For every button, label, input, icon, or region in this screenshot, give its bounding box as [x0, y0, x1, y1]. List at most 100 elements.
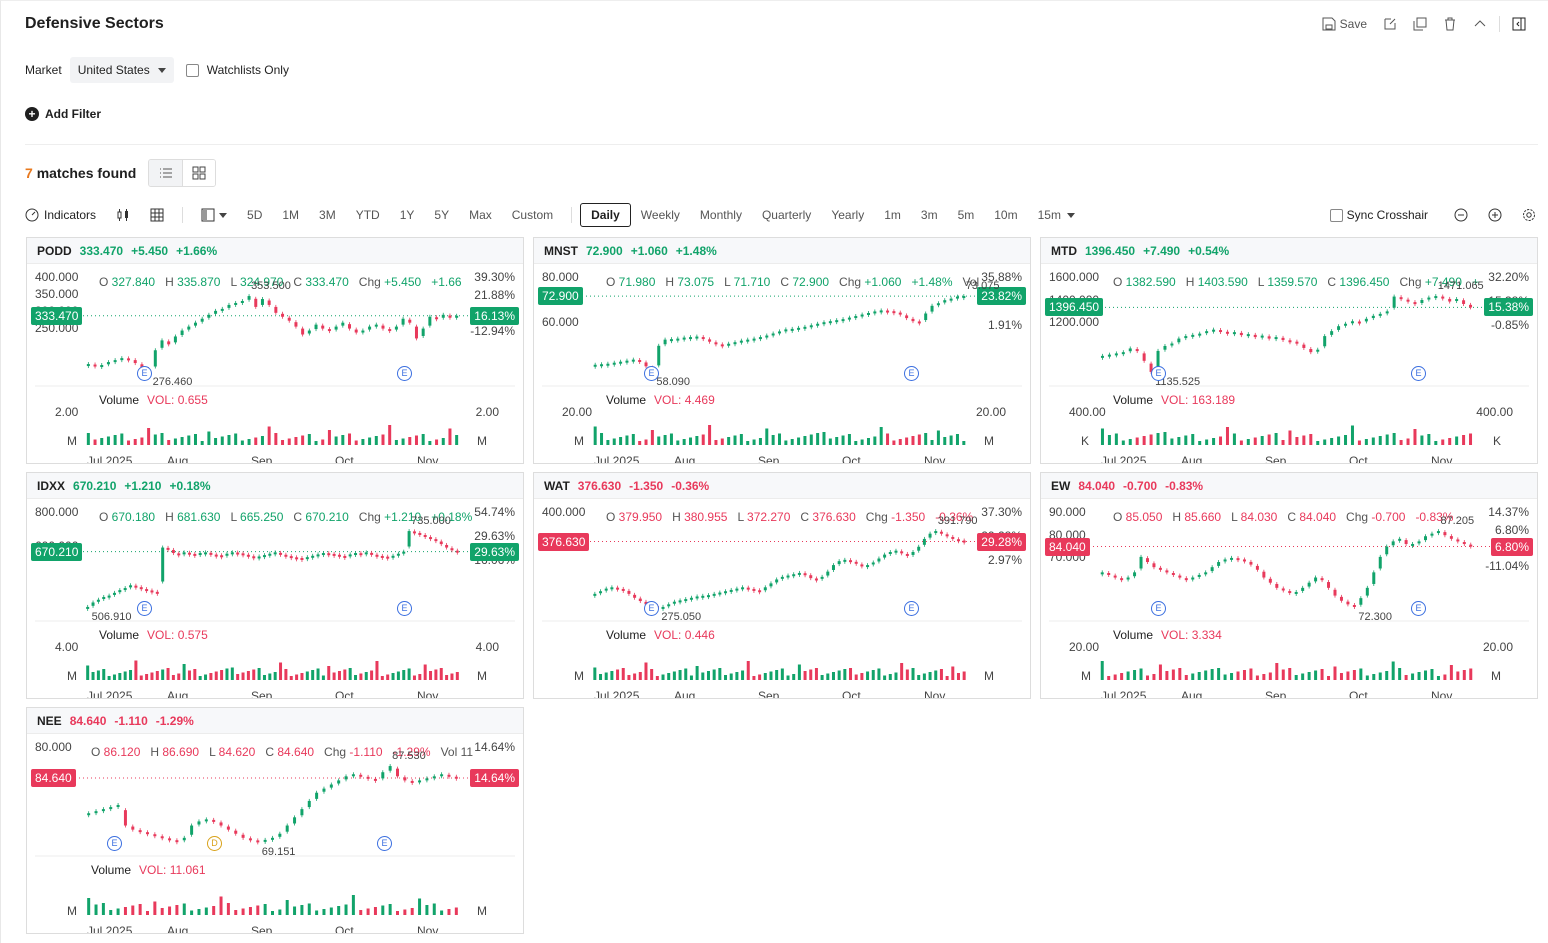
list-view-button[interactable]: [149, 160, 182, 186]
candle: [1441, 296, 1445, 299]
chart-panel-mnst[interactable]: MNST 72.900 +1.060 +1.48% O 71.980 H 73.075 L …: [533, 237, 1031, 464]
earnings-event-icon[interactable]: E: [644, 366, 659, 381]
volume-bar: [314, 441, 318, 445]
candle: [1142, 353, 1146, 361]
candle: [1443, 532, 1447, 536]
earnings-event-icon[interactable]: E: [1411, 601, 1426, 616]
candle: [936, 303, 940, 306]
interval-5m[interactable]: 5m: [957, 208, 975, 222]
ohlc-c: C 72.900: [780, 275, 830, 289]
interval-15m[interactable]: 15m: [1028, 203, 1085, 227]
volume-bar: [435, 439, 439, 445]
earnings-event-icon[interactable]: E: [1151, 601, 1166, 616]
earnings-event-icon[interactable]: E: [397, 366, 412, 381]
save-button[interactable]: Save: [1314, 13, 1375, 35]
last-price: 333.470: [79, 243, 124, 258]
volume-bar: [860, 439, 864, 445]
candlestick-chart[interactable]: [27, 734, 523, 934]
ticker-symbol[interactable]: IDXX: [37, 478, 66, 493]
ohlc-c: C 84.640: [265, 745, 315, 759]
range-5y[interactable]: 5Y: [434, 208, 450, 222]
candle: [294, 322, 298, 327]
candlestick-chart[interactable]: [27, 264, 523, 464]
interval-monthly[interactable]: Monthly: [699, 208, 742, 222]
candle: [278, 833, 282, 837]
volume-bar: [455, 435, 459, 445]
earnings-event-icon[interactable]: E: [137, 601, 152, 616]
ticker-symbol[interactable]: WAT: [544, 478, 570, 493]
candlestick-chart[interactable]: [534, 499, 1030, 699]
ticker-symbol[interactable]: MNST: [544, 243, 578, 258]
range-ytd[interactable]: YTD: [355, 208, 380, 222]
layout-select[interactable]: [191, 203, 237, 227]
candle: [837, 561, 841, 565]
candle: [949, 298, 953, 301]
volume-bar: [911, 668, 915, 680]
candlestick-chart[interactable]: [1041, 499, 1537, 699]
range-5d[interactable]: 5D: [247, 208, 263, 222]
interval-3m[interactable]: 3m: [920, 208, 938, 222]
month-label: Jul 2025: [594, 689, 640, 699]
interval-weekly[interactable]: Weekly: [640, 208, 680, 222]
range-custom[interactable]: Custom: [511, 208, 554, 222]
candlestick-chart[interactable]: [534, 264, 1030, 464]
chart-panel-wat[interactable]: WAT 376.630 -1.350 -0.36% O 379.950 H 380.955…: [533, 472, 1031, 699]
pct-axis-label: -0.85%: [1490, 318, 1529, 332]
earnings-event-icon[interactable]: E: [1151, 366, 1166, 381]
interval-quarterly[interactable]: Quarterly: [761, 208, 812, 222]
interval-daily[interactable]: Daily: [580, 203, 631, 227]
grid-view-button[interactable]: [182, 160, 215, 186]
volume-bar: [883, 675, 887, 680]
candle: [263, 839, 267, 842]
range-1y[interactable]: 1Y: [399, 208, 415, 222]
volume-bar: [784, 440, 788, 445]
interval-yearly[interactable]: Yearly: [831, 208, 865, 222]
earnings-event-icon[interactable]: E: [904, 601, 919, 616]
collapse-button[interactable]: [1465, 13, 1495, 35]
candlestick-chart[interactable]: [27, 499, 523, 699]
ticker-symbol[interactable]: PODD: [37, 243, 72, 258]
settings-button[interactable]: [1514, 203, 1538, 227]
table-button[interactable]: [140, 203, 174, 227]
interval-10m[interactable]: 10m: [994, 208, 1018, 222]
range-1m[interactable]: 1M: [282, 208, 300, 222]
watchlists-checkbox[interactable]: [185, 63, 199, 77]
chart-panel-nee[interactable]: NEE 84.640 -1.110 -1.29% O 86.120 H 86.690 L 8…: [26, 707, 524, 934]
candlestick-chart[interactable]: [1041, 264, 1537, 464]
dividend-event-icon[interactable]: D: [207, 836, 222, 851]
chart-panel-mtd[interactable]: MTD 1396.450 +7.490 +0.54% O 1382.590 H 1403.…: [1040, 237, 1538, 464]
volume-bar: [193, 434, 197, 445]
indicators-button[interactable]: Indicators: [25, 203, 106, 227]
ticker-symbol[interactable]: EW: [1051, 478, 1071, 493]
earnings-event-icon[interactable]: E: [137, 366, 152, 381]
earnings-event-icon[interactable]: E: [904, 366, 919, 381]
range-3m[interactable]: 3M: [319, 208, 336, 222]
volume-bar: [187, 435, 191, 445]
earnings-event-icon[interactable]: E: [397, 601, 412, 616]
range-max[interactable]: Max: [469, 208, 492, 222]
candle-type-button[interactable]: [106, 203, 140, 227]
chart-panel-idxx[interactable]: IDXX 670.210 +1.210 +0.18% O 670.180 H 681.63…: [26, 472, 524, 699]
earnings-event-icon[interactable]: E: [107, 836, 122, 851]
interval-1m[interactable]: 1m: [884, 208, 901, 222]
ticker-symbol[interactable]: MTD: [1051, 243, 1077, 258]
market-select[interactable]: United States: [69, 57, 174, 83]
candle: [315, 792, 319, 799]
earnings-event-icon[interactable]: E: [377, 836, 392, 851]
ticker-symbol[interactable]: NEE: [37, 713, 62, 728]
zoom-in-button[interactable]: [1480, 203, 1510, 227]
panel-toggle-button[interactable]: [1504, 13, 1534, 35]
zoom-out-button[interactable]: [1446, 203, 1476, 227]
chart-panel-ew[interactable]: EW 84.040 -0.700 -0.83% O 85.050 H 85.660 L 84…: [1040, 472, 1538, 699]
add-filter-button[interactable]: + Add Filter: [25, 107, 101, 121]
delete-button[interactable]: [1435, 13, 1465, 35]
earnings-event-icon[interactable]: E: [1411, 366, 1426, 381]
caret-down-icon: [1066, 212, 1075, 218]
earnings-event-icon[interactable]: E: [644, 601, 659, 616]
sync-crosshair-checkbox[interactable]: [1329, 208, 1343, 222]
chart-panel-podd[interactable]: PODD 333.470 +5.450 +1.66% O 327.840 H 335.87…: [26, 237, 524, 464]
candle: [843, 559, 847, 562]
edit-button[interactable]: [1375, 13, 1405, 35]
volume-bar: [332, 672, 336, 680]
duplicate-button[interactable]: [1405, 13, 1435, 35]
